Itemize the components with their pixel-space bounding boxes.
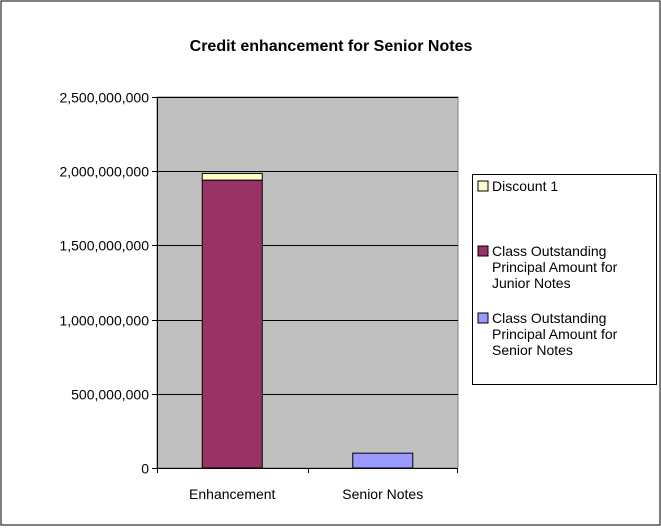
y-tick-label: 2,500,000,000 (59, 90, 149, 106)
bar-segment (201, 172, 263, 181)
legend-swatch (477, 180, 489, 192)
chart-title: Credit enhancement for Senior Notes (190, 38, 473, 55)
y-tick-label: 1,500,000,000 (59, 238, 149, 254)
legend-label: Discount 1 (492, 178, 558, 194)
legend-box (472, 174, 657, 385)
y-tick-label: 0 (141, 461, 149, 477)
x-axis: Enhancement Senior Notes (157, 468, 458, 502)
bar-segment (352, 452, 414, 469)
y-tick-label: 500,000,000 (71, 387, 149, 403)
bars (201, 172, 414, 469)
legend-swatch (477, 312, 489, 324)
legend-swatch (477, 245, 489, 257)
legend-label: Class Outstanding Principal Amount for Jun… (492, 243, 618, 291)
bar-segment (201, 179, 263, 469)
y-tick-label: 2,000,000,000 (59, 164, 149, 180)
legend-label: Class Outstanding Principal Amount for Sen… (492, 310, 618, 358)
y-tick-label: 1,000,000,000 (59, 313, 149, 329)
x-tick-label: Senior Notes (342, 486, 423, 502)
legend: Discount 1 Class Outstanding Principal Amo… (472, 174, 657, 385)
x-tick-label: Enhancement (189, 486, 276, 502)
